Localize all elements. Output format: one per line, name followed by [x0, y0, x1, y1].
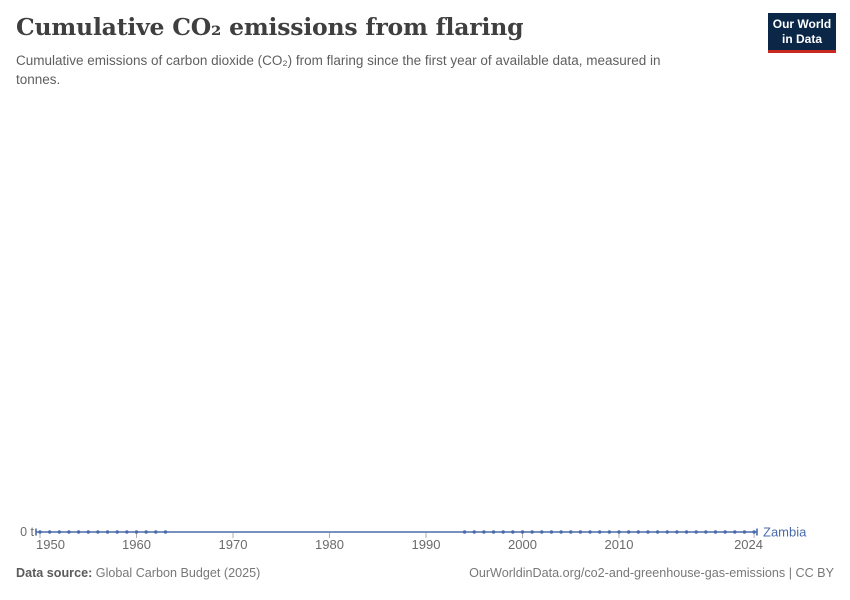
chart-canvas[interactable]: 1950 1960 1970 1980 1990 2000 2010 2024 0 t Zambi…: [0, 505, 850, 559]
data-point[interactable]: [86, 530, 90, 534]
data-source-label: Data source:: [16, 566, 93, 580]
data-point[interactable]: [704, 530, 708, 534]
data-point[interactable]: [96, 530, 100, 534]
data-point[interactable]: [154, 530, 158, 534]
data-point[interactable]: [144, 530, 148, 534]
data-point[interactable]: [105, 530, 110, 534]
data-point[interactable]: [733, 530, 737, 534]
data-point[interactable]: [578, 530, 583, 534]
data-point[interactable]: [684, 530, 689, 534]
data-point[interactable]: [569, 530, 573, 534]
data-point[interactable]: [47, 530, 52, 534]
data-point[interactable]: [713, 530, 718, 534]
data-point[interactable]: [559, 530, 563, 534]
data-point[interactable]: [617, 530, 621, 534]
data-point[interactable]: [665, 530, 669, 534]
data-point[interactable]: [57, 530, 61, 534]
x-axis-tick-label: 1980: [315, 537, 344, 552]
x-axis-tick-label: 1990: [412, 537, 441, 552]
data-point[interactable]: [134, 530, 139, 534]
data-point[interactable]: [549, 530, 554, 534]
data-point[interactable]: [125, 530, 129, 534]
y-axis-zero-label: 0 t: [20, 525, 34, 539]
x-axis-tick-label: 2024: [734, 537, 763, 552]
data-point[interactable]: [511, 530, 515, 534]
data-point[interactable]: [462, 530, 467, 534]
license-link[interactable]: OurWorldinData.org/co2-and-greenhouse-ga…: [469, 566, 834, 580]
data-point[interactable]: [742, 530, 747, 534]
owid-logo-line2: in Data: [781, 32, 822, 47]
x-axis-tick-label: 1970: [219, 537, 248, 552]
data-point[interactable]: [530, 530, 534, 534]
data-point[interactable]: [67, 530, 71, 534]
data-point[interactable]: [501, 530, 505, 534]
data-point[interactable]: [520, 530, 525, 534]
data-point[interactable]: [607, 530, 612, 534]
data-point[interactable]: [723, 530, 727, 534]
x-axis-tick-label: 2010: [605, 537, 634, 552]
data-point[interactable]: [598, 530, 602, 534]
data-point[interactable]: [540, 530, 544, 534]
x-axis-tick-label: 1950: [36, 537, 65, 552]
data-point[interactable]: [482, 530, 486, 534]
data-point[interactable]: [588, 530, 592, 534]
entity-label[interactable]: Zambia: [763, 525, 807, 540]
chart-footer: Data source: Global Carbon Budget (2025)…: [16, 566, 834, 582]
owid-logo[interactable]: Our World in Data: [768, 13, 836, 54]
data-point[interactable]: [163, 530, 168, 534]
chart-title: Cumulative CO₂ emissions from flaring: [16, 13, 524, 41]
data-point[interactable]: [655, 530, 660, 534]
chart-subtitle-line2: tonnes.: [16, 71, 61, 87]
chart-subtitle-line1: Cumulative emissions of carbon dioxide (…: [16, 53, 661, 68]
data-point[interactable]: [675, 530, 679, 534]
data-point[interactable]: [491, 530, 496, 534]
data-point[interactable]: [38, 530, 42, 534]
data-point[interactable]: [636, 530, 640, 534]
x-axis-tick-label: 2000: [508, 537, 537, 552]
data-point[interactable]: [115, 530, 119, 534]
data-source-note: Data source: Global Carbon Budget (2025): [16, 566, 260, 582]
data-point[interactable]: [752, 530, 756, 534]
chart-subtitle: Cumulative emissions of carbon dioxide (…: [16, 52, 740, 89]
data-source-value: Global Carbon Budget (2025): [95, 566, 261, 580]
data-point[interactable]: [694, 530, 698, 534]
x-axis-tick-label: 1960: [122, 537, 151, 552]
owid-logo-line1: Our World: [772, 17, 832, 31]
data-point[interactable]: [472, 530, 476, 534]
data-point[interactable]: [646, 530, 650, 534]
data-point[interactable]: [76, 530, 81, 534]
data-point[interactable]: [626, 530, 631, 534]
